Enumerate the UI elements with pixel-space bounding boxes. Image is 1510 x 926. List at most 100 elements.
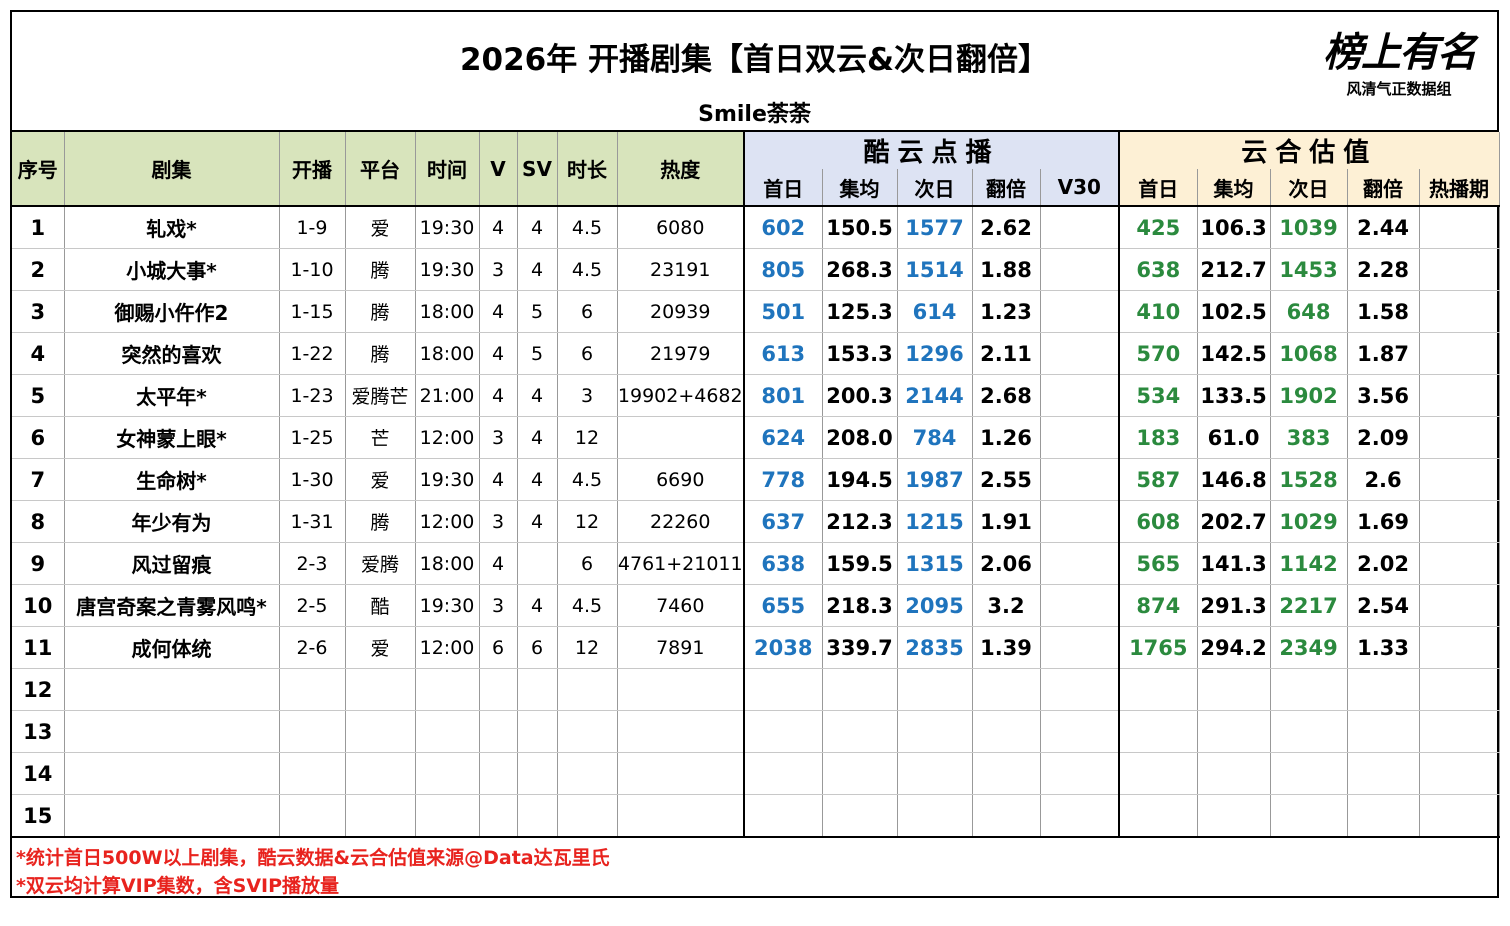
- cell: 501: [744, 290, 823, 333]
- group-header: 酷云点播: [744, 132, 1121, 169]
- column-header: 热度: [617, 132, 745, 207]
- cell: [517, 668, 558, 711]
- column-header: 平台: [345, 132, 416, 207]
- cell: 4: [517, 248, 558, 291]
- cell: [1270, 710, 1348, 753]
- logo: 榜上有名 风清气正数据组: [1319, 20, 1479, 99]
- cell: 637: [744, 500, 823, 543]
- cell: 4: [517, 374, 558, 417]
- cell: 183: [1119, 416, 1198, 459]
- cell: 614: [897, 290, 973, 333]
- cell: 22260: [617, 500, 745, 543]
- column-header: 翻倍: [972, 169, 1041, 207]
- cell: 女神蒙上眼*: [64, 416, 280, 459]
- cell: 624: [744, 416, 823, 459]
- cell: [279, 752, 346, 795]
- cell: 613: [744, 332, 823, 375]
- cell: [279, 710, 346, 753]
- cell: [345, 668, 416, 711]
- cell: 4.5: [557, 248, 618, 291]
- cell: 腾: [345, 332, 416, 375]
- column-header: 次日: [1270, 169, 1348, 207]
- column-header: 时长: [557, 132, 618, 207]
- cell: 1-31: [279, 500, 346, 543]
- cell: 12:00: [415, 500, 480, 543]
- cell: [1270, 794, 1348, 838]
- row: 3 御赐小仵作2 1-15 腾 18:00 4 5 6 20939 501 125.3 614 1.23…: [12, 290, 1500, 333]
- cell: [415, 752, 480, 795]
- column-header: 首日: [744, 169, 823, 207]
- cell: 141.3: [1197, 542, 1271, 585]
- column-header: V30: [1040, 169, 1121, 207]
- cell: 9: [12, 542, 65, 585]
- cell: [1197, 752, 1271, 795]
- cell: 142.5: [1197, 332, 1271, 375]
- cell: 19:30: [415, 206, 480, 249]
- cell: [1419, 374, 1500, 417]
- cell: 1-23: [279, 374, 346, 417]
- cell: 5: [517, 332, 558, 375]
- cell: 1765: [1119, 626, 1198, 669]
- cell: [1040, 626, 1121, 669]
- footnote: *双云均计算VIP集数，含SVIP播放量: [16, 875, 340, 897]
- cell: [897, 794, 973, 838]
- cell: 4: [479, 206, 518, 249]
- cell: [1419, 584, 1500, 627]
- cell: 1.58: [1347, 290, 1420, 333]
- row: 14: [12, 752, 1500, 795]
- cell: 风过留痕: [64, 542, 280, 585]
- cell: 3.56: [1347, 374, 1420, 417]
- cell: 1296: [897, 332, 973, 375]
- cell: 3: [557, 374, 618, 417]
- cell: [479, 752, 518, 795]
- cell: 4: [479, 542, 518, 585]
- cell: 410: [1119, 290, 1198, 333]
- cell: [279, 668, 346, 711]
- cell: 4: [12, 332, 65, 375]
- table-body: 1 轧戏* 1-9 爱 19:30 4 4 4.5 6080 602 150.5 1577 2.62 42…: [12, 206, 1500, 838]
- cell: [1040, 458, 1121, 501]
- column-header: 开播: [279, 132, 346, 207]
- cell: [64, 794, 280, 838]
- row: 11 成何体统 2-6 爱 12:00 6 6 12 7891 2038 339.7 2835 1.39…: [12, 626, 1500, 669]
- cell: 194.5: [822, 458, 898, 501]
- cell: 2349: [1270, 626, 1348, 669]
- cell: 208.0: [822, 416, 898, 459]
- cell: 14: [12, 752, 65, 795]
- header-row: 序号 剧集 开播 平台 时间 V SV 时长 热度 酷云点播 云合估值: [12, 132, 1500, 207]
- cell: 2.62: [972, 206, 1041, 249]
- cell: 1-22: [279, 332, 346, 375]
- cell: 酷: [345, 584, 416, 627]
- cell: 6: [557, 332, 618, 375]
- cell: 2: [12, 248, 65, 291]
- cell: 218.3: [822, 584, 898, 627]
- row: 7 生命树* 1-30 爱 19:30 4 4 4.5 6690 778 194.5 1987 2.55…: [12, 458, 1500, 501]
- cell: 6690: [617, 458, 745, 501]
- cell: 291.3: [1197, 584, 1271, 627]
- cell: 7891: [617, 626, 745, 669]
- cell: 159.5: [822, 542, 898, 585]
- cell: 2.68: [972, 374, 1041, 417]
- cell: [1040, 500, 1121, 543]
- cell: 1315: [897, 542, 973, 585]
- cell: 2144: [897, 374, 973, 417]
- cell: [972, 794, 1041, 838]
- subtitle: Smile荼荼: [698, 102, 811, 127]
- group-header: 云合估值: [1119, 132, 1500, 169]
- cell: 1068: [1270, 332, 1348, 375]
- cell: [744, 710, 823, 753]
- cell: 4.5: [557, 206, 618, 249]
- row: 10 唐宫奇案之青雾风鸣* 2-5 酷 19:30 3 4 4.5 7460 655 218.3 20…: [12, 584, 1500, 627]
- cell: [1419, 416, 1500, 459]
- cell: 18:00: [415, 542, 480, 585]
- cell: [744, 668, 823, 711]
- cell: [1040, 794, 1121, 838]
- cell: 10: [12, 584, 65, 627]
- cell: 御赐小仵作2: [64, 290, 280, 333]
- sheet: 2026年 开播剧集【首日双云&次日翻倍】 Smile荼荼 榜上有名 风清气正数…: [10, 10, 1500, 898]
- cell: 2038: [744, 626, 823, 669]
- cell: 3: [479, 416, 518, 459]
- cell: 3.2: [972, 584, 1041, 627]
- cell: [1419, 332, 1500, 375]
- cell: [1347, 794, 1420, 838]
